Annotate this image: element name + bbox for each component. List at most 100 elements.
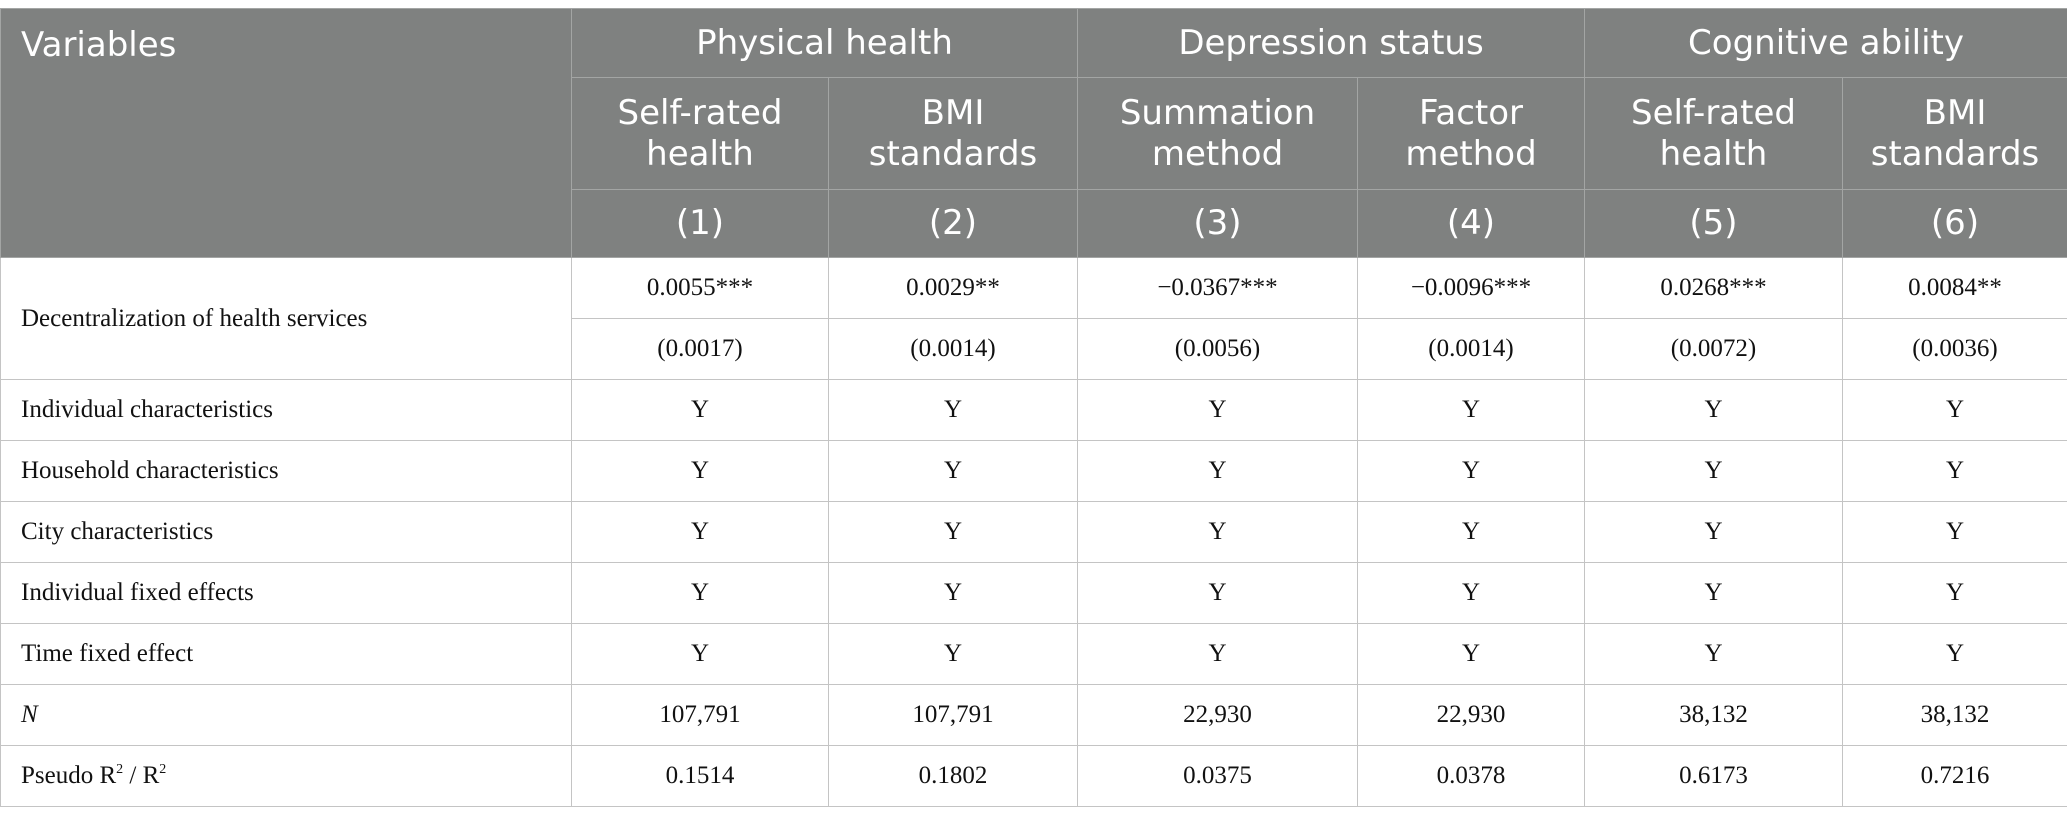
r2-cell: 0.0378 [1357,745,1585,807]
header-row-column-numbers: (1) (2) (3) (4) (5) (6) [1,189,2067,258]
control-cell: Y [1077,562,1358,624]
table-row-time-fixed-effect: Time fixed effect Y Y Y Y Y Y [0,623,2067,685]
table-row-city-characteristics: City characteristics Y Y Y Y Y Y [0,501,2067,563]
r2-superscript-b: 2 [159,762,167,777]
r2-cell: 0.1802 [828,745,1078,807]
subheader-col-3: Summation method [1077,77,1358,190]
se-cell: (0.0014) [828,318,1078,380]
se-cell: (0.0072) [1584,318,1843,380]
table-row-decentralization-se: (0.0017) (0.0014) (0.0056) (0.0014) (0.0… [1,318,2067,380]
subheader-col-1: Self-rated health [571,77,829,190]
column-number-2: (2) [828,189,1078,258]
control-cell: Y [1077,440,1358,502]
r2-label-part-a: Pseudo R [21,762,117,789]
control-cell: Y [1841,379,2067,441]
n-cell: 22,930 [1077,684,1358,746]
subheader-line1: BMI [1923,92,1987,133]
subheader-line2: method [1151,133,1284,174]
control-cell: Y [1584,379,1843,441]
control-cell: Y [1584,501,1843,563]
row-label: Household characteristics [0,440,572,502]
control-cell: Y [571,501,829,563]
n-cell: 38,132 [1584,684,1843,746]
coef-cell: 0.0268*** [1584,257,1843,319]
coef-cell: −0.0367*** [1077,257,1358,319]
control-cell: Y [1841,562,2067,624]
group-header-cognitive-ability: Cognitive ability [1583,8,2067,78]
control-cell: Y [828,623,1078,685]
subheader-col-5: Self-rated health [1584,77,1843,190]
subheader-col-4: Factor method [1357,77,1585,190]
header-row-measures: Self-rated health BMI standards Summation m… [1,77,2067,190]
subheader-line1: Self-rated [1631,92,1796,133]
control-cell: Y [571,379,829,441]
n-cell: 107,791 [828,684,1078,746]
control-cell: Y [828,562,1078,624]
table-row-decentralization-coef: Decentralization of health services 0.00… [0,257,2067,380]
group-header-depression-status: Depression status [1077,8,1585,78]
control-cell: Y [1841,440,2067,502]
n-cell: 107,791 [571,684,829,746]
control-cell: Y [1841,623,2067,685]
regression-table: Variables Physical health Depression sta… [0,8,2067,807]
se-cell: (0.0056) [1077,318,1358,380]
r2-cell: 0.0375 [1077,745,1358,807]
control-cell: Y [1357,501,1585,563]
control-cell: Y [1841,501,2067,563]
row-label-decentralization: Decentralization of health services [0,257,572,380]
r2-cell: 0.1514 [571,745,829,807]
control-cell: Y [828,379,1078,441]
r2-cell: 0.6173 [1584,745,1843,807]
table-row-individual-characteristics: Individual characteristics Y Y Y Y Y Y [0,379,2067,441]
subheader-line1: Summation [1119,92,1316,133]
r2-label-part-b: / R [123,762,160,789]
regression-table-container: Variables Physical health Depression sta… [0,8,2067,807]
se-cell: (0.0036) [1841,318,2067,380]
n-cell: 38,132 [1841,684,2067,746]
control-cell: Y [571,623,829,685]
table-row-n: N 107,791 107,791 22,930 22,930 38,132 3… [0,684,2067,746]
coef-cell: 0.0084** [1841,257,2067,319]
group-header-physical-health: Physical health [571,8,1078,78]
r2-superscript-a: 2 [116,762,124,777]
variables-header: Variables [0,8,572,258]
row-label: Time fixed effect [0,623,572,685]
row-label: Individual characteristics [0,379,572,441]
subheader-line2: health [646,133,754,174]
coef-cell: −0.0096*** [1357,257,1585,319]
control-cell: Y [828,501,1078,563]
control-cell: Y [1357,440,1585,502]
subheader-line2: standards [868,133,1038,174]
table-body: Decentralization of health services 0.00… [0,257,2067,807]
control-cell: Y [1357,562,1585,624]
coef-cell: 0.0029** [828,257,1078,319]
se-cell: (0.0014) [1357,318,1585,380]
row-label-r-squared: Pseudo R2 / R2 [0,745,572,807]
table-row-individual-fixed-effects: Individual fixed effects Y Y Y Y Y Y [0,562,2067,624]
column-number-1: (1) [571,189,829,258]
control-cell: Y [1584,440,1843,502]
table-row-r-squared: Pseudo R2 / R2 0.1514 0.1802 0.0375 0.03… [0,745,2067,807]
subheader-col-6: BMI standards [1841,77,2067,190]
column-number-3: (3) [1077,189,1358,258]
subheader-line1: Self-rated [617,92,783,133]
table-header: Variables Physical health Depression sta… [0,8,2067,258]
column-number-6: (6) [1841,189,2067,258]
control-cell: Y [1357,379,1585,441]
control-cell: Y [1584,562,1843,624]
control-cell: Y [1077,501,1358,563]
n-cell: 22,930 [1357,684,1585,746]
subheader-line1: Factor [1418,92,1524,133]
r2-cell: 0.7216 [1841,745,2067,807]
control-cell: Y [1077,623,1358,685]
row-label-n: N [0,684,572,746]
control-cell: Y [571,562,829,624]
control-cell: Y [828,440,1078,502]
control-cell: Y [1584,623,1843,685]
subheader-line2: standards [1870,133,2040,174]
table-row-household-characteristics: Household characteristics Y Y Y Y Y Y [0,440,2067,502]
header-row-groups: Variables Physical health Depression sta… [0,8,2067,258]
column-number-4: (4) [1357,189,1585,258]
se-cell: (0.0017) [571,318,829,380]
column-number-5: (5) [1584,189,1843,258]
